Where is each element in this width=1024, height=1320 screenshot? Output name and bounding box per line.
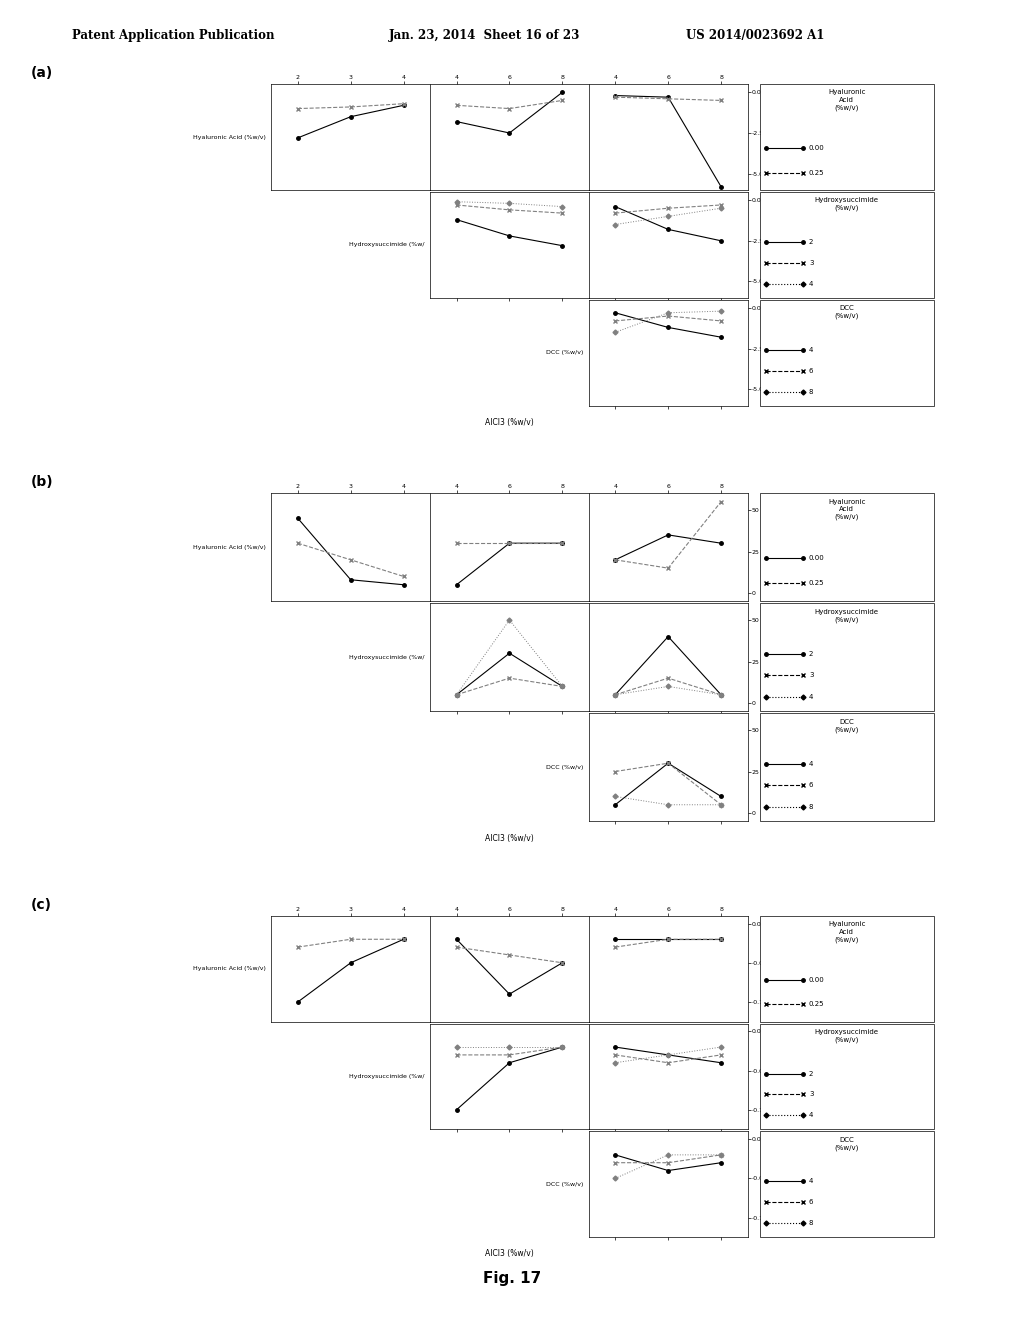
Text: AlCl3 (%w/v): AlCl3 (%w/v) (485, 418, 534, 426)
Text: 4: 4 (809, 694, 813, 700)
Text: Hyaluronic Acid (%w/v): Hyaluronic Acid (%w/v) (194, 135, 266, 140)
Text: Hydroxysuccimide (%w/: Hydroxysuccimide (%w/ (349, 1074, 425, 1078)
Text: 8: 8 (809, 388, 813, 395)
Text: Hydroxysuccimide
(%w/v): Hydroxysuccimide (%w/v) (815, 197, 879, 211)
Text: 2: 2 (809, 239, 813, 246)
Text: 4: 4 (809, 281, 813, 286)
Text: Hyaluronic Acid (%w/v): Hyaluronic Acid (%w/v) (194, 966, 266, 972)
Text: Hyaluronic
Acid
(%w/v): Hyaluronic Acid (%w/v) (828, 499, 865, 520)
Text: 8: 8 (809, 804, 813, 809)
Text: 8: 8 (809, 1220, 813, 1226)
Text: DCC
(%w/v): DCC (%w/v) (835, 305, 859, 319)
Text: 0.00: 0.00 (809, 145, 824, 150)
Text: 0.00: 0.00 (809, 977, 824, 982)
Text: US 2014/0023692 A1: US 2014/0023692 A1 (686, 29, 824, 42)
Text: 3: 3 (809, 1092, 813, 1097)
Text: Jan. 23, 2014  Sheet 16 of 23: Jan. 23, 2014 Sheet 16 of 23 (389, 29, 581, 42)
Text: 4: 4 (809, 760, 813, 767)
Text: 4: 4 (809, 347, 813, 352)
Text: 0.00: 0.00 (809, 554, 824, 561)
Text: DCC (%w/v): DCC (%w/v) (547, 350, 584, 355)
Text: 3: 3 (809, 672, 813, 678)
Text: Hyaluronic
Acid
(%w/v): Hyaluronic Acid (%w/v) (828, 921, 865, 942)
Text: Patent Application Publication: Patent Application Publication (72, 29, 274, 42)
Text: AlCl3 (%w/v): AlCl3 (%w/v) (485, 1250, 534, 1258)
Text: 4: 4 (809, 1113, 813, 1118)
Text: 4: 4 (809, 1179, 813, 1184)
Text: DCC
(%w/v): DCC (%w/v) (835, 1137, 859, 1151)
Text: 6: 6 (809, 1200, 813, 1205)
Text: Fig. 17: Fig. 17 (483, 1271, 541, 1286)
Text: Hyaluronic Acid (%w/v): Hyaluronic Acid (%w/v) (194, 545, 266, 550)
Text: 0.25: 0.25 (809, 581, 824, 586)
Text: Hydroxysuccimide
(%w/v): Hydroxysuccimide (%w/v) (815, 609, 879, 623)
Text: 3: 3 (809, 260, 813, 265)
Text: 0.25: 0.25 (809, 1002, 824, 1007)
Text: 2: 2 (809, 1071, 813, 1077)
Text: 0.25: 0.25 (809, 170, 824, 176)
Text: (c): (c) (31, 898, 52, 912)
Text: (a): (a) (31, 66, 53, 81)
Text: Hydroxysuccimide (%w/: Hydroxysuccimide (%w/ (349, 655, 425, 660)
Text: (b): (b) (31, 475, 53, 490)
Text: DCC
(%w/v): DCC (%w/v) (835, 718, 859, 733)
Text: DCC (%w/v): DCC (%w/v) (547, 764, 584, 770)
Text: Hydroxysuccimide (%w/: Hydroxysuccimide (%w/ (349, 243, 425, 247)
Text: DCC (%w/v): DCC (%w/v) (547, 1181, 584, 1187)
Text: 2: 2 (809, 651, 813, 657)
Text: 6: 6 (809, 783, 813, 788)
Text: AlCl3 (%w/v): AlCl3 (%w/v) (485, 834, 534, 842)
Text: Hyaluronic
Acid
(%w/v): Hyaluronic Acid (%w/v) (828, 90, 865, 111)
Text: Hydroxysuccimide
(%w/v): Hydroxysuccimide (%w/v) (815, 1028, 879, 1043)
Text: 6: 6 (809, 368, 813, 374)
